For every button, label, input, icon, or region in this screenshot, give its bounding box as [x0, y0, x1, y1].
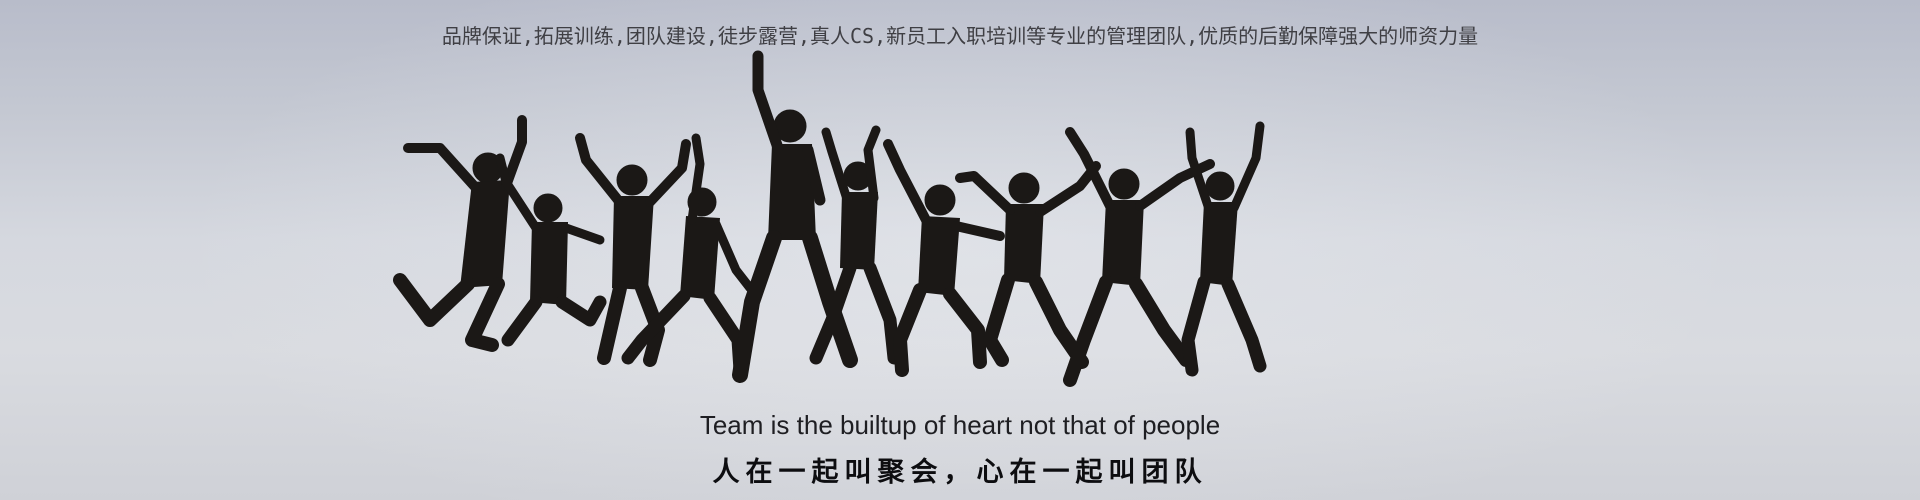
- jumping-figure: [1181, 121, 1267, 377]
- jumping-figure: [1063, 127, 1215, 387]
- english-motto: Team is the builtup of heart not that of…: [699, 410, 1221, 440]
- jumping-figure: [883, 139, 1005, 377]
- chinese-motto: 人在一起叫聚会，心在一起叫团队: [712, 457, 1208, 488]
- jumping-figure: [575, 133, 691, 367]
- jumping-figure: [809, 125, 901, 365]
- top-tagline: 品牌保证,拓展训练,团队建设,徒步露营,真人CS,新员工入职培训等专业的管理团队…: [441, 24, 1479, 48]
- jumping-figure: [393, 115, 527, 352]
- jumping-figure: [732, 50, 858, 383]
- jumping-figure: [495, 153, 607, 347]
- jumping-people-silhouettes: [393, 50, 1267, 387]
